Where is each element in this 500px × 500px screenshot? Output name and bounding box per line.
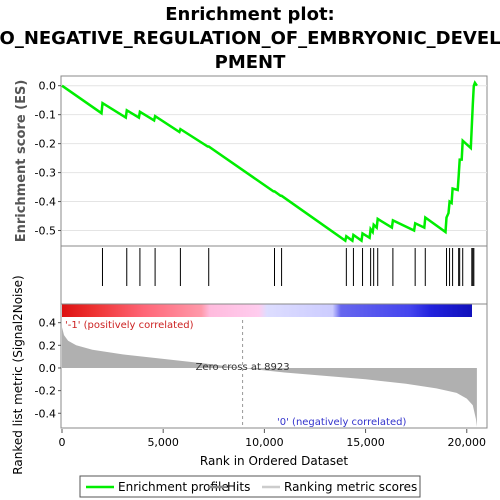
rank-y-tick-label: -0.4 xyxy=(35,407,56,420)
rank-y-ticks: 0.4 0.2 0.0 -0.2 -0.4 xyxy=(35,317,61,421)
es-y-axis-label: Enrichment score (ES) xyxy=(14,80,29,243)
x-tick-label: 20,000 xyxy=(448,436,487,449)
rank-y-tick-label: -0.2 xyxy=(35,385,56,398)
x-tick-label: 15,000 xyxy=(346,436,385,449)
ranking-metric-area xyxy=(62,327,477,427)
x-tick-label: 10,000 xyxy=(245,436,284,449)
es-y-tick-label: -0.3 xyxy=(35,167,56,180)
rank-y-tick-label: 0.2 xyxy=(39,339,57,352)
chart-title-line-2: GO_NEGATIVE_REGULATION_OF_EMBRYONIC_DEVE… xyxy=(0,28,500,49)
rank-y-axis-label: Ranked list metric (Signal2Noise) xyxy=(11,275,25,474)
negative-correlation-label: '0' (negatively correlated) xyxy=(277,417,406,428)
positive-correlation-label: '-1' (positively correlated) xyxy=(65,320,194,331)
legend-hits-label: Hits xyxy=(227,480,250,494)
es-y-tick-label: -0.2 xyxy=(35,138,56,151)
rank-y-tick-label: 0.0 xyxy=(39,362,57,375)
legend-ranking-label: Ranking metric scores xyxy=(284,480,417,494)
rank-color-bar xyxy=(62,304,472,317)
es-y-ticks: 0.0 -0.1 -0.2 -0.3 -0.4 -0.5 xyxy=(35,80,61,238)
x-axis-label: Rank in Ordered Dataset xyxy=(200,454,348,468)
zero-cross-label: Zero cross at 8923 xyxy=(196,362,290,373)
x-tick-label: 5,000 xyxy=(147,436,179,449)
chart-title-line-3: PMENT xyxy=(215,52,286,73)
rank-y-tick-label: 0.4 xyxy=(39,317,57,330)
es-y-tick-label: -0.5 xyxy=(35,225,56,238)
chart-title-line-1: Enrichment plot: xyxy=(165,4,335,25)
es-y-tick-label: -0.1 xyxy=(35,109,56,122)
rank-x-ticks: 0 5,000 10,000 15,000 20,000 xyxy=(59,429,487,449)
es-y-tick-label: -0.4 xyxy=(35,196,56,209)
es-panel-frame xyxy=(61,76,487,246)
x-tick-label: 0 xyxy=(59,436,66,449)
es-y-tick-label: 0.0 xyxy=(39,80,57,93)
